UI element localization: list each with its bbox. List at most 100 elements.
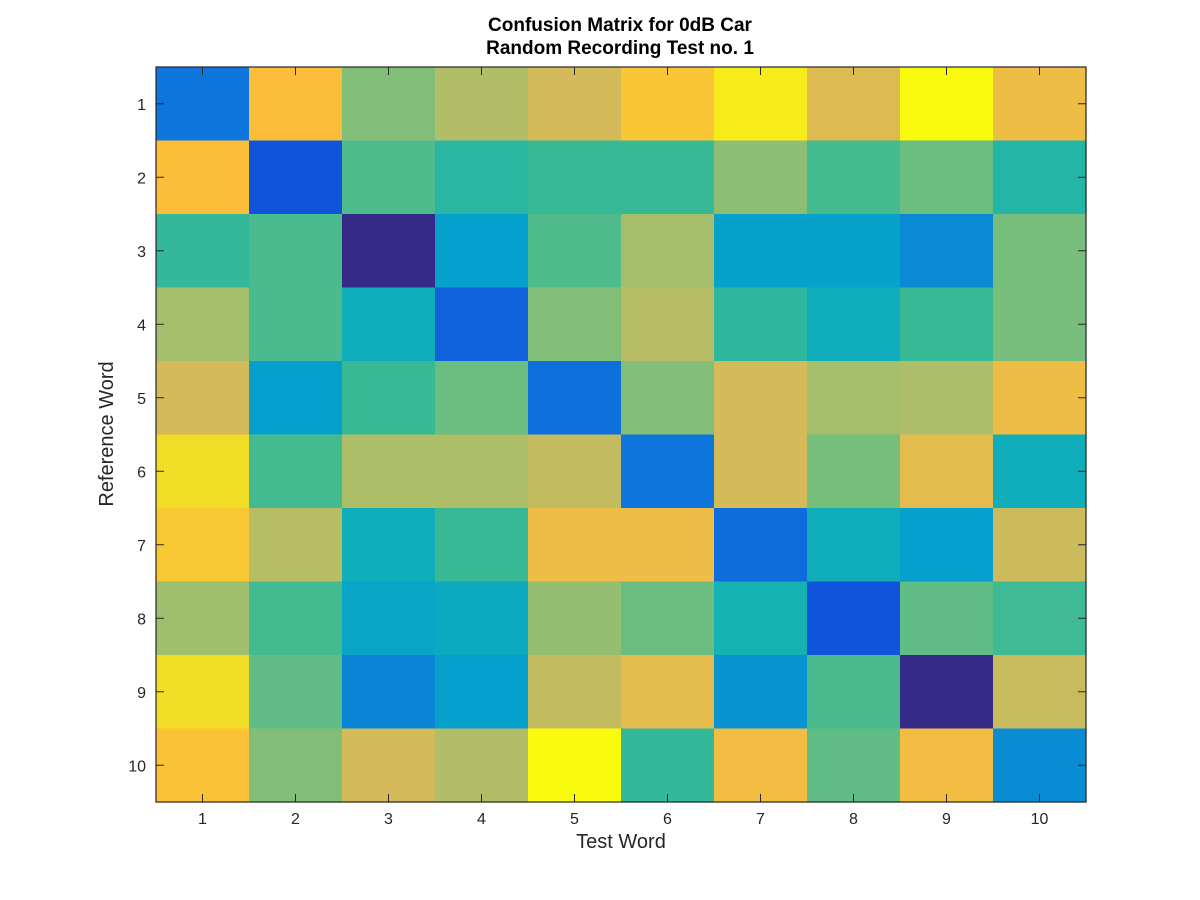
heatmap-cell	[342, 67, 436, 142]
heatmap-cell	[156, 214, 250, 289]
heatmap-cell	[249, 361, 343, 436]
heatmap-cell	[714, 214, 808, 289]
heatmap-cell	[807, 361, 901, 436]
heatmap-cell	[714, 434, 808, 509]
heatmap-cell	[342, 214, 436, 289]
x-tick-label: 4	[477, 811, 486, 828]
heatmap-cell	[528, 728, 622, 803]
heatmap-cell	[249, 728, 343, 803]
heatmap-cell	[900, 655, 994, 730]
heatmap-cell	[621, 581, 715, 656]
heatmap-cell	[435, 655, 529, 730]
heatmap-cell	[156, 434, 250, 509]
heatmap-cell	[993, 434, 1087, 509]
heatmap-cell	[993, 140, 1087, 215]
heatmap-cell	[249, 581, 343, 656]
heatmap-cell	[993, 655, 1087, 730]
x-tick-label: 2	[291, 811, 300, 828]
heatmap-cell	[993, 581, 1087, 656]
heatmap-cell	[993, 67, 1087, 142]
heatmap-cell	[249, 508, 343, 583]
heatmap-cell	[621, 434, 715, 509]
heatmap-cell	[714, 287, 808, 362]
heatmap-cell	[528, 361, 622, 436]
y-axis-label: Reference Word	[96, 361, 118, 506]
heatmap-cell	[342, 655, 436, 730]
heatmap-cell	[621, 508, 715, 583]
heatmap-cell	[993, 508, 1087, 583]
y-tick-label: 1	[137, 97, 146, 114]
x-tick-label: 6	[663, 811, 672, 828]
heatmap-cell	[993, 361, 1087, 436]
heatmap-cell	[714, 508, 808, 583]
heatmap-cell	[156, 287, 250, 362]
heatmap-cell	[342, 581, 436, 656]
x-tick-label: 1	[198, 811, 207, 828]
heatmap-cell	[249, 140, 343, 215]
heatmap-cell	[714, 361, 808, 436]
heatmap-cell	[435, 728, 529, 803]
heatmap-cell	[993, 287, 1087, 362]
heatmap-cell	[156, 361, 250, 436]
heatmap-cell	[156, 728, 250, 803]
heatmap-cell	[993, 728, 1087, 803]
heatmap-cell	[528, 214, 622, 289]
y-tick-label: 2	[137, 170, 146, 187]
heatmap-cell	[807, 655, 901, 730]
heatmap-cell	[249, 214, 343, 289]
x-tick-label: 10	[1031, 811, 1049, 828]
heatmap-cell	[900, 287, 994, 362]
heatmap-cell	[528, 581, 622, 656]
heatmap-cells	[156, 67, 1087, 803]
axis-ticks: 1 2 3 4 5 6 7 8 9 10 1 2 3 4 5 6 7 8 9 10	[128, 67, 1086, 828]
heatmap-cell	[156, 508, 250, 583]
heatmap-cell	[714, 140, 808, 215]
y-tick-label: 4	[137, 317, 146, 334]
y-tick-label: 7	[137, 538, 146, 555]
heatmap-cell	[435, 287, 529, 362]
heatmap-cell	[528, 287, 622, 362]
heatmap-cell	[249, 655, 343, 730]
x-tick-label: 9	[942, 811, 951, 828]
heatmap-cell	[249, 434, 343, 509]
y-tick-label: 9	[137, 685, 146, 702]
heatmap-cell	[900, 434, 994, 509]
heatmap-cell	[435, 361, 529, 436]
x-axis-label: Test Word	[576, 831, 666, 853]
plot-frame	[155, 66, 1087, 803]
heatmap-cell	[342, 361, 436, 436]
heatmap-cell	[342, 287, 436, 362]
heatmap-cell	[342, 508, 436, 583]
x-tick-label: 7	[756, 811, 765, 828]
heatmap-cell	[621, 361, 715, 436]
heatmap-cell	[621, 140, 715, 215]
heatmap-cell	[528, 67, 622, 142]
chart-title-line-1: Confusion Matrix for 0dB Car	[488, 15, 753, 36]
y-tick-label: 6	[137, 464, 146, 481]
heatmap-cell	[528, 434, 622, 509]
heatmap-cell	[993, 214, 1087, 289]
heatmap-cell	[621, 655, 715, 730]
x-tick-label: 8	[849, 811, 858, 828]
heatmap-cell	[621, 287, 715, 362]
heatmap-cell	[435, 581, 529, 656]
heatmap-cell	[900, 581, 994, 656]
heatmap-cell	[714, 728, 808, 803]
y-tick-label: 10	[128, 758, 146, 775]
heatmap-cell	[249, 67, 343, 142]
x-tick-label: 5	[570, 811, 579, 828]
chart-title-line-2: Random Recording Test no. 1	[486, 38, 754, 59]
heatmap-cell	[900, 508, 994, 583]
heatmap-cell	[156, 67, 250, 142]
heatmap-cell	[435, 140, 529, 215]
heatmap-cell	[807, 67, 901, 142]
heatmap-cell	[621, 67, 715, 142]
heatmap-cell	[435, 67, 529, 142]
heatmap-cell	[435, 434, 529, 509]
heatmap-cell	[900, 361, 994, 436]
heatmap-cell	[714, 67, 808, 142]
heatmap-cell	[621, 214, 715, 289]
heatmap-cell	[621, 728, 715, 803]
heatmap-cell	[807, 434, 901, 509]
heatmap-cell	[435, 508, 529, 583]
